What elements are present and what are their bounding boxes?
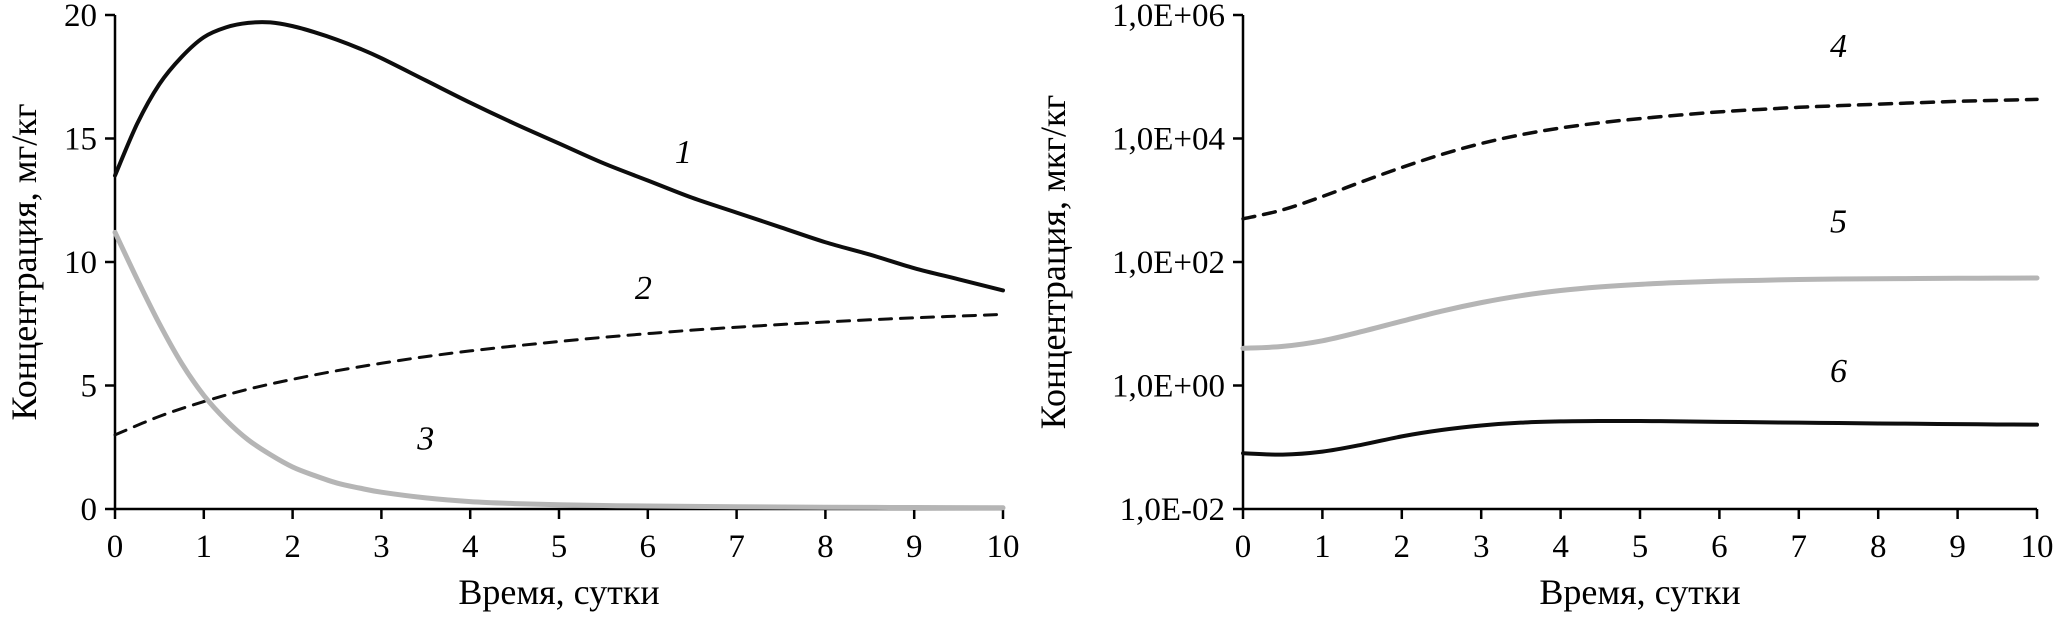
y-tick-label: 1,0E-02 <box>1120 492 1225 528</box>
axis-lines <box>113 15 1003 511</box>
curve-label-4: 4 <box>1830 28 1847 65</box>
x-tick-label: 5 <box>551 529 568 565</box>
x-tick-label: 9 <box>1949 529 1966 565</box>
y-axis-title: Концентрация, мг/кг <box>4 103 44 420</box>
x-axis-title: Время, сутки <box>1539 572 1740 612</box>
left-chart-panel: 0 1 2 3 4 5 6 7 8 9 10 0 5 10 15 20 1 2 3 Время, сутки Конце… <box>0 0 1033 624</box>
x-tick-label: 9 <box>906 529 923 565</box>
y-tick-label: 10 <box>64 245 97 281</box>
y-tick-label: 5 <box>81 369 98 405</box>
y-tick-label: 20 <box>64 0 97 34</box>
y-tick-label: 1,0E+00 <box>1112 369 1225 405</box>
curve-label-5: 5 <box>1830 204 1847 241</box>
y-tick-label: 1,0E+04 <box>1112 122 1225 158</box>
x-tick-label: 8 <box>1870 529 1887 565</box>
x-tick-label: 5 <box>1632 529 1649 565</box>
x-tick-label: 8 <box>817 529 834 565</box>
x-tick-label: 3 <box>1473 529 1490 565</box>
x-tick-label: 1 <box>196 529 213 565</box>
series-6-curve <box>1241 418 2039 457</box>
x-tick-label: 7 <box>1791 529 1808 565</box>
series-2-curve <box>113 312 1005 437</box>
series-1-curve <box>113 20 1005 293</box>
right-chart-panel: 0 1 2 3 4 5 6 7 8 9 10 1,0E-02 1,0E+00 1,0E+02 1,0E+04… <box>1033 0 2066 624</box>
x-tick-label: 0 <box>1235 529 1252 565</box>
curve-label-1: 1 <box>675 134 692 171</box>
right-chart-svg: 0 1 2 3 4 5 6 7 8 9 10 1,0E-02 1,0E+00 1,0E+02 1,0E+04… <box>1033 0 2054 612</box>
x-tick-label: 4 <box>462 529 479 565</box>
x-tick-label: 2 <box>284 529 301 565</box>
left-chart-svg: 0 1 2 3 4 5 6 7 8 9 10 0 5 10 15 20 1 2 3 Время, сутки Конце… <box>4 0 1020 612</box>
series-3-curve <box>112 229 1006 511</box>
x-tick-label: 1 <box>1314 529 1331 565</box>
x-tick-label: 3 <box>373 529 390 565</box>
axis-lines <box>1241 15 2037 511</box>
x-tick-label: 0 <box>107 529 124 565</box>
series-5-curve <box>1240 275 2040 351</box>
curve-label-2: 2 <box>635 270 652 307</box>
series-4-curve <box>1241 97 2039 221</box>
y-tick-label: 1,0E+02 <box>1112 245 1225 281</box>
y-tick-label: 0 <box>81 492 98 528</box>
x-tick-label: 7 <box>728 529 745 565</box>
x-tick-label: 2 <box>1394 529 1411 565</box>
x-tick-label: 10 <box>2021 529 2054 565</box>
x-tick-label: 6 <box>640 529 657 565</box>
y-tick-label: 1,0E+06 <box>1112 0 1225 34</box>
x-tick-label: 10 <box>987 529 1020 565</box>
x-axis-title: Время, сутки <box>458 572 659 612</box>
curve-label-6: 6 <box>1830 353 1847 390</box>
curve-label-3: 3 <box>416 421 434 458</box>
y-tick-label: 15 <box>64 122 97 158</box>
x-tick-label: 4 <box>1552 529 1569 565</box>
x-tick-label: 6 <box>1711 529 1728 565</box>
y-axis-title: Концентрация, мкг/кг <box>1033 95 1073 430</box>
